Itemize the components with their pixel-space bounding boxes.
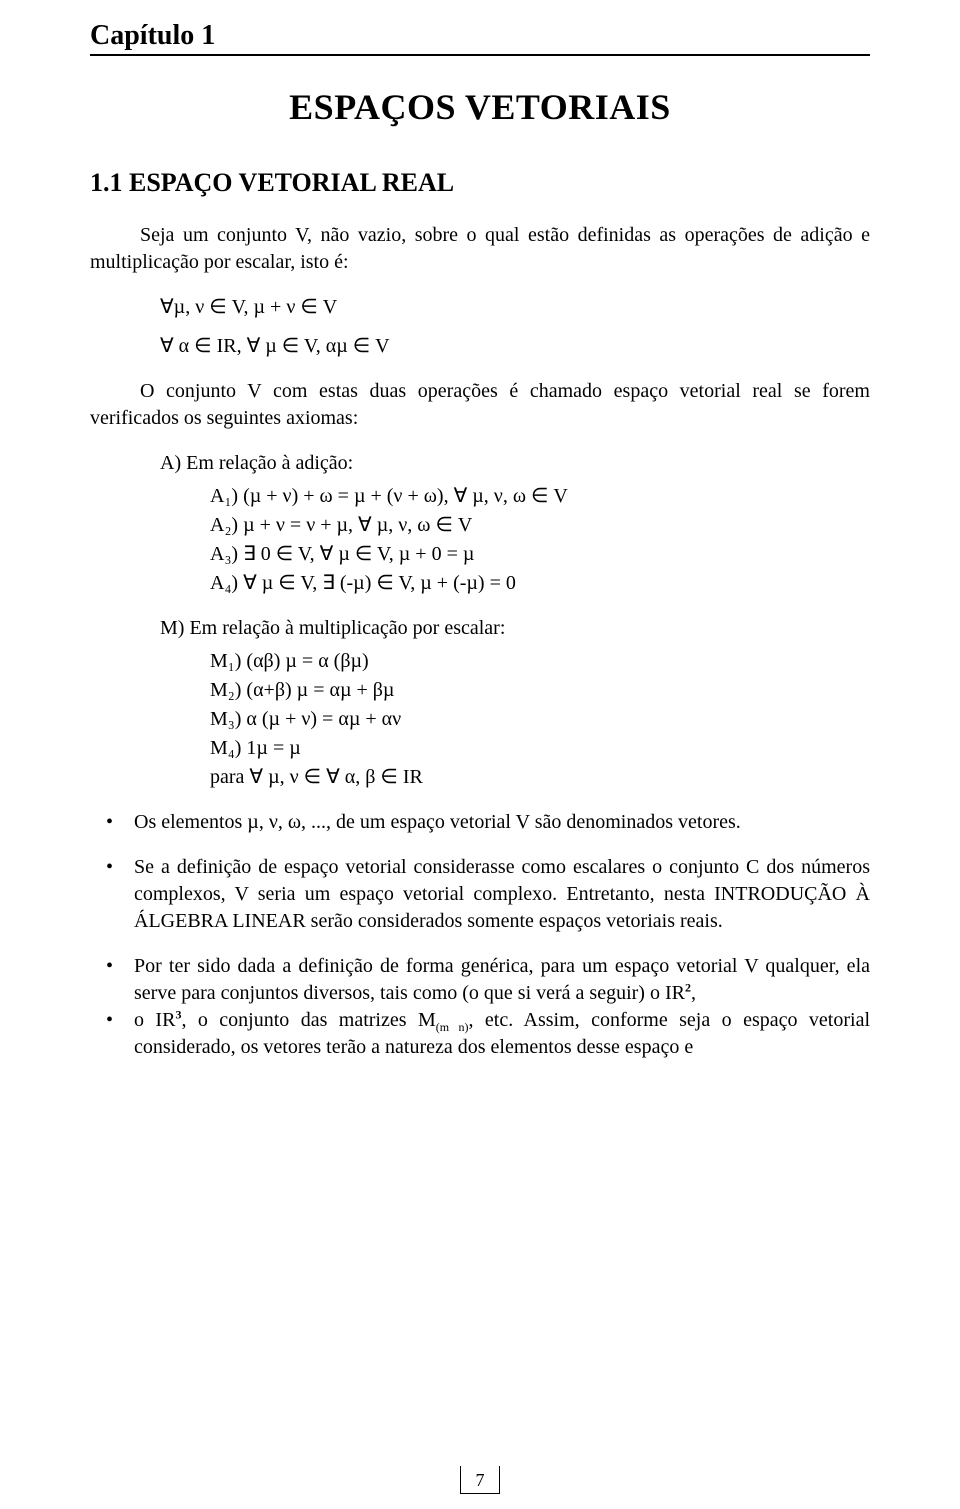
chapter-underline	[90, 54, 870, 56]
axiom-A2: A₂) µ + ν = ν + µ, ∀ µ, ν, ω ∈ V	[210, 512, 870, 539]
axiom-M2: M₂) (α+β) µ = αµ + βµ	[210, 677, 870, 704]
bullet-4-pre: o IR	[134, 1009, 175, 1031]
chapter-label: Capítulo 1	[90, 20, 870, 52]
section-title: 1.1 ESPAÇO VETORIAL REAL	[90, 168, 870, 198]
axiom-A-lead: A) Em relação à adição:	[160, 450, 870, 477]
axiom-M1: M₁) (αβ) µ = α (βµ)	[210, 648, 870, 675]
axiom-M3: M₃) α (µ + ν) = αµ + αν	[210, 706, 870, 733]
line-mu-nu: ∀µ, ν ∈ V, µ + ν ∈ V	[160, 294, 870, 321]
bullet-2: Se a definição de espaço vetorial consid…	[90, 854, 870, 935]
conjunto-paragraph: O conjunto V com estas duas operações é …	[90, 378, 870, 432]
page-number-wrap: 7	[460, 1466, 500, 1494]
bullet-3: Por ter sido dada a definição de forma g…	[90, 953, 870, 1007]
axiom-A-block: A) Em relação à adição: A₁) (µ + ν) + ω …	[90, 450, 870, 597]
axiom-A4: A₄) ∀ µ ∈ V, ∃ (-µ) ∈ V, µ + (-µ) = 0	[210, 570, 870, 597]
axiom-M-lead: M) Em relação à multiplicação por escala…	[160, 615, 870, 642]
bullet-1: Os elementos µ, ν, ω, ..., de um espaço …	[90, 809, 870, 836]
page-number: 7	[460, 1466, 500, 1494]
document-page: Capítulo 1 ESPAÇOS VETORIAIS 1.1 ESPAÇO …	[0, 0, 960, 1509]
axiom-M-block: M) Em relação à multiplicação por escala…	[90, 615, 870, 791]
axiom-A1: A₁) (µ + ν) + ω = µ + (ν + ω), ∀ µ, ν, ω…	[210, 483, 870, 510]
body-region: Seja um conjunto V, não vazio, sobre o q…	[90, 222, 870, 1061]
main-title: ESPAÇOS VETORIAIS	[90, 86, 870, 128]
definition-lines: ∀µ, ν ∈ V, µ + ν ∈ V ∀ α ∈ IR, ∀ µ ∈ V, …	[90, 294, 870, 360]
axiom-A3: A₃) ∃ 0 ∈ V, ∀ µ ∈ V, µ + 0 = µ	[210, 541, 870, 568]
bullet-4-sub: (m n)	[436, 1020, 469, 1034]
bullet-3-post: ,	[691, 982, 696, 1004]
line-alpha: ∀ α ∈ IR, ∀ µ ∈ V, αµ ∈ V	[160, 333, 870, 360]
bullet-list: Os elementos µ, ν, ω, ..., de um espaço …	[90, 809, 870, 1061]
intro-paragraph: Seja um conjunto V, não vazio, sobre o q…	[90, 222, 870, 276]
bullet-4: o IR3, o conjunto das matrizes M(m n), e…	[90, 1007, 870, 1061]
axiom-M4: M₄) 1µ = µ	[210, 735, 870, 762]
axiom-M-para: para ∀ µ, ν ∈ ∀ α, β ∈ IR	[210, 764, 870, 791]
bullet-3-pre: Por ter sido dada a definição de forma g…	[134, 955, 870, 1004]
bullet-4-mid: , o conjunto das matrizes M	[181, 1009, 435, 1031]
